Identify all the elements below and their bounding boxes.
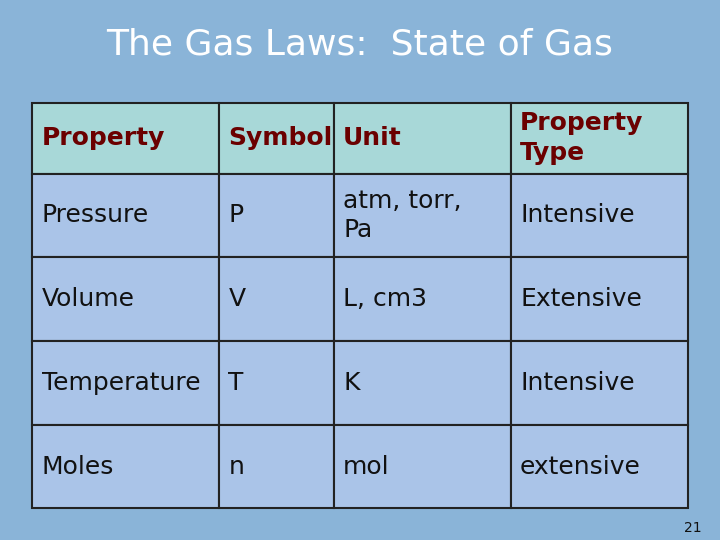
Text: Property: Property [42, 126, 165, 150]
Bar [510, 341, 688, 425]
Bar [219, 174, 334, 258]
Bar [219, 103, 334, 174]
Bar [334, 425, 510, 509]
Text: Symbol: Symbol [228, 126, 333, 150]
Text: extensive: extensive [520, 455, 641, 478]
Text: P: P [228, 204, 243, 227]
Text: n: n [228, 455, 244, 478]
Bar [32, 425, 219, 509]
Text: Intensive: Intensive [520, 204, 635, 227]
Bar [32, 174, 219, 258]
Text: V: V [228, 287, 246, 311]
Bar [334, 103, 510, 174]
Text: Intensive: Intensive [520, 371, 635, 395]
Text: Pressure: Pressure [42, 204, 149, 227]
Bar [219, 425, 334, 509]
Text: Moles: Moles [42, 455, 114, 478]
Text: Temperature: Temperature [42, 371, 200, 395]
Bar [32, 258, 219, 341]
Text: Volume: Volume [42, 287, 135, 311]
Text: mol: mol [343, 455, 390, 478]
Text: Unit: Unit [343, 126, 402, 150]
Text: The Gas Laws:  State of Gas: The Gas Laws: State of Gas [107, 28, 613, 62]
Text: Property
Type: Property Type [520, 111, 644, 165]
Text: T: T [228, 371, 244, 395]
Text: atm, torr,
Pa: atm, torr, Pa [343, 188, 462, 242]
Bar [334, 341, 510, 425]
Bar [219, 258, 334, 341]
Text: 21: 21 [685, 521, 702, 535]
Bar [510, 103, 688, 174]
Text: L, cm3: L, cm3 [343, 287, 427, 311]
Bar [334, 174, 510, 258]
Text: K: K [343, 371, 360, 395]
Text: Extensive: Extensive [520, 287, 642, 311]
Bar [334, 258, 510, 341]
Bar [510, 174, 688, 258]
Bar [32, 103, 219, 174]
Bar [510, 258, 688, 341]
Bar [510, 425, 688, 509]
Bar [32, 341, 219, 425]
Bar [219, 341, 334, 425]
